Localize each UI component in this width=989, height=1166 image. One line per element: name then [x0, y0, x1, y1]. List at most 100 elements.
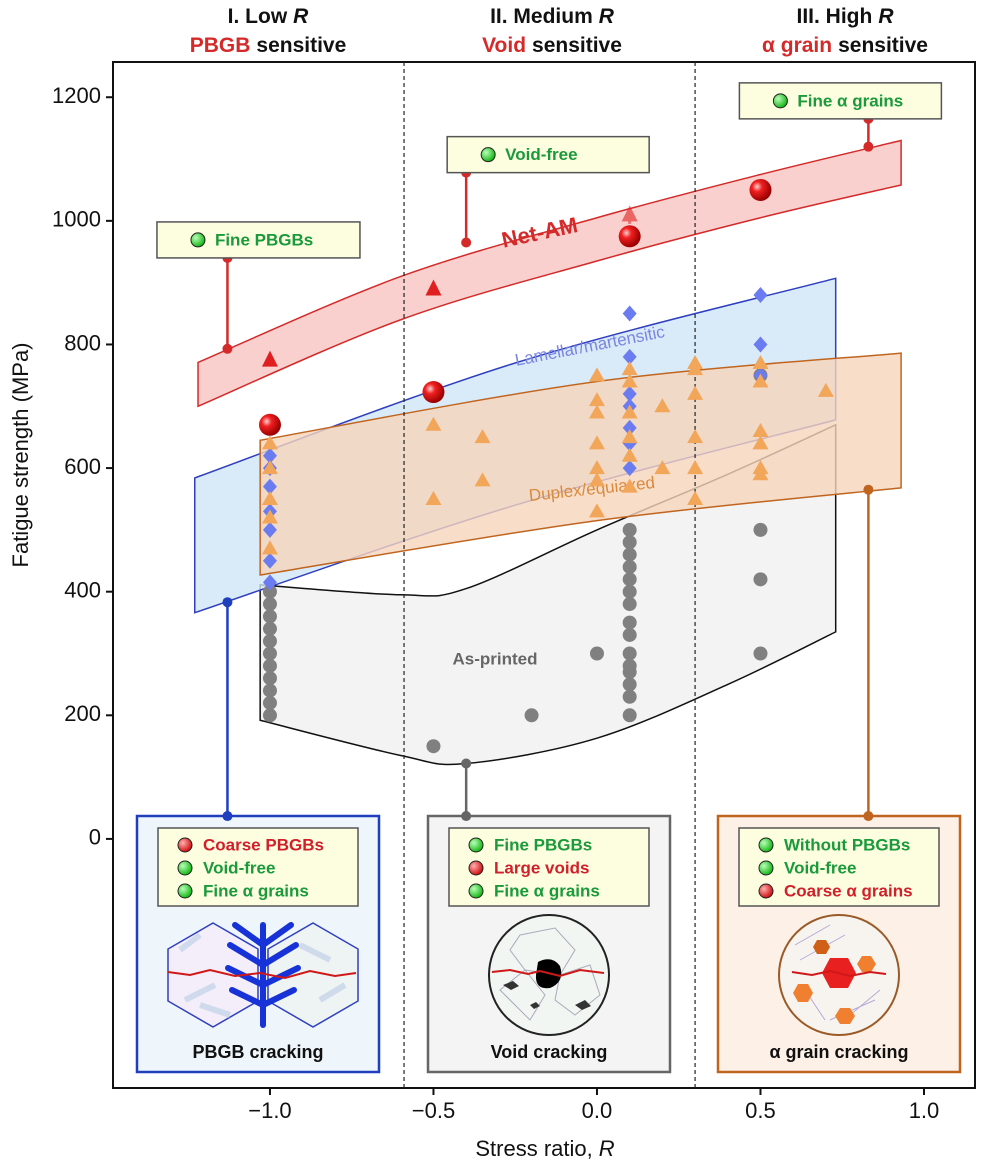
data-point: [262, 621, 277, 636]
regime-label: I. Low: [228, 5, 288, 28]
x-axis-label-text: Stress ratio,: [475, 1136, 592, 1161]
data-point: [753, 646, 768, 661]
data-point: [261, 460, 278, 475]
data-point: [687, 490, 704, 505]
regime-title: I. Low R: [228, 5, 310, 28]
x-axis-label-var: R: [599, 1136, 615, 1161]
grain-illustration: [778, 914, 900, 1036]
data-point: [262, 671, 277, 686]
data-point: [622, 646, 637, 661]
data-point: [621, 447, 638, 462]
data-point: [687, 429, 704, 444]
data-point: [588, 404, 605, 419]
data-point: [422, 381, 445, 404]
data-point: [261, 540, 278, 555]
data-point: [622, 460, 637, 477]
data-point: [261, 490, 278, 505]
data-point: [622, 419, 637, 436]
band: [259, 352, 902, 576]
data-point: [622, 658, 637, 673]
band-label: As-printed: [453, 649, 538, 668]
data-point: [588, 472, 605, 487]
data-point: [817, 382, 834, 397]
regime-key: α grain: [762, 34, 832, 57]
callout-dot: [461, 237, 472, 248]
illustrations: [167, 914, 900, 1036]
data-point: [588, 392, 605, 407]
data-point: [752, 460, 769, 475]
data-point: [622, 572, 637, 587]
data-point: [262, 478, 277, 495]
data-point: [262, 658, 277, 673]
regime-title: II. Medium R: [490, 5, 615, 28]
status-dot: [758, 883, 774, 899]
y-tick-label: 400: [64, 578, 101, 603]
data-point: [654, 398, 671, 413]
y-tick-label: 1200: [52, 83, 101, 108]
data-point: [752, 355, 769, 370]
data-point: [618, 225, 641, 248]
regime-label: III. High: [797, 5, 873, 28]
status-dot: [758, 837, 774, 853]
data-point: [753, 572, 768, 587]
status-dot: [758, 860, 774, 876]
regime-rest: sensitive: [838, 34, 928, 57]
data-point: [262, 646, 277, 661]
data-point: [474, 472, 491, 487]
y-axis-label: Fatigue strength (MPa): [8, 343, 33, 568]
y-tick-label: 1000: [52, 207, 101, 232]
x-tick-label: −1.0: [248, 1098, 291, 1123]
connector-dot: [863, 811, 874, 822]
data-point: [262, 609, 277, 624]
callout-dot: [863, 141, 874, 152]
data-point: [622, 677, 637, 692]
data-point: [687, 385, 704, 400]
x-tick-label: 1.0: [909, 1098, 940, 1123]
data-point: [262, 574, 277, 591]
pbgb-illustration: [167, 922, 359, 1028]
y-tick-label: 200: [64, 701, 101, 726]
regime-subtitle: Void sensitive: [482, 34, 622, 57]
regime-label: II. Medium: [490, 5, 593, 28]
data-point: [262, 584, 277, 599]
data-point: [524, 708, 539, 723]
data-point: [262, 708, 277, 723]
x-axis-label: Stress ratio, R: [475, 1136, 614, 1161]
regime-title: III. High R: [797, 5, 895, 28]
arrow-head: [425, 279, 442, 296]
regime-rest: sensitive: [532, 34, 622, 57]
panel-item: Coarse PBGBs: [203, 835, 324, 854]
band: [197, 139, 902, 408]
panel-item: Void-free: [784, 858, 856, 877]
x-tick-label: 0.0: [582, 1098, 613, 1123]
data-point: [622, 559, 637, 574]
data-point: [622, 708, 637, 723]
regime-var: R: [599, 5, 615, 28]
arrow: [425, 279, 442, 379]
data-point: [749, 178, 772, 201]
data-point: [622, 547, 637, 562]
data-point: [753, 287, 768, 304]
data-point: [258, 413, 281, 436]
connector-dot: [222, 811, 233, 822]
data-point: [622, 627, 637, 642]
data-point: [622, 535, 637, 550]
callout-text: Fine PBGBs: [215, 230, 313, 249]
data-point: [261, 509, 278, 524]
regime-subtitle: PBGB sensitive: [190, 34, 347, 57]
status-dot: [177, 883, 193, 899]
callout-text: Void-free: [505, 145, 577, 164]
data-point: [425, 490, 442, 505]
x-tick-label: 0.5: [745, 1098, 776, 1123]
regime-key: Void: [482, 34, 526, 57]
y-tick-label: 600: [64, 454, 101, 479]
data-point: [622, 597, 637, 612]
data-point: [654, 460, 671, 475]
panel-item: Without PBGBs: [784, 835, 910, 854]
data-point: [588, 435, 605, 450]
regime-rest: sensitive: [256, 34, 346, 57]
void-illustration: [488, 914, 610, 1036]
arrow: [261, 350, 278, 413]
panel-item: Coarse α grains: [784, 881, 913, 900]
